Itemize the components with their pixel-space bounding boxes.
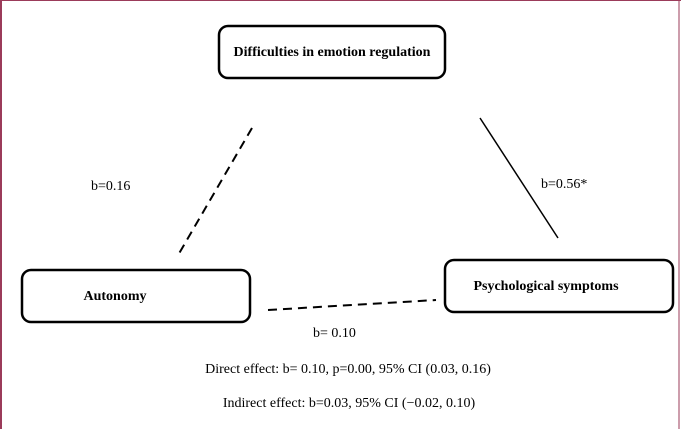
node-box [443,258,675,314]
edge-label: b= 0.10 [313,326,356,341]
node-label: Psychological symptoms [473,279,619,294]
node-label: Autonomy [83,289,146,304]
node-label: Difficulties in emotion regulation [234,45,431,60]
edge-line [176,127,253,258]
edge-label: b=0.16 [91,179,130,194]
edge-line [267,299,437,311]
edge-line [479,117,559,239]
node-box [20,268,252,324]
note: Direct effect: b= 0.10, p=0.00, 95% CI (… [205,362,491,377]
node-box [217,24,447,80]
note: Indirect effect: b=0.03, 95% CI (−0.02, … [223,396,476,411]
edge-label: b=0.56* [541,177,587,192]
